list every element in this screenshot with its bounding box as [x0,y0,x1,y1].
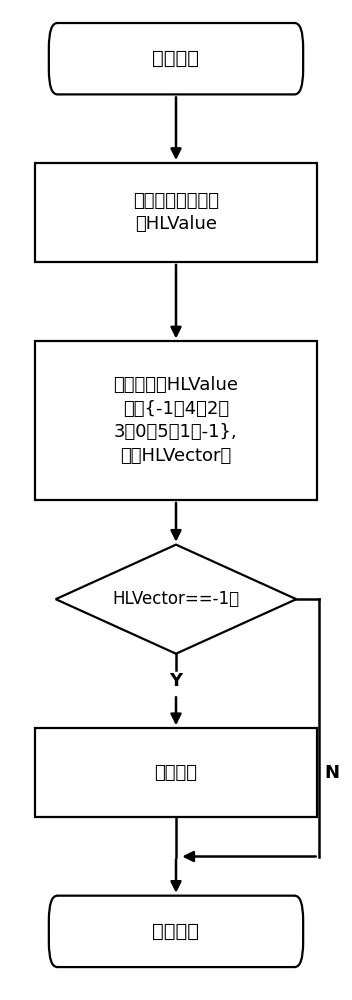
Text: 三级故障: 三级故障 [155,764,197,782]
Text: 系统关断: 系统关断 [152,922,200,941]
Text: 根据端口值HLValue
查表{-1，4，2，
3，0，5，1，-1},
得到HLVector值: 根据端口值HLValue 查表{-1，4，2， 3，0，5，1，-1}, 得到H… [113,376,239,465]
Bar [35,728,317,817]
Text: N: N [325,764,340,782]
FancyBboxPatch shape [49,23,303,94]
Bar [35,341,317,500]
Text: Y: Y [169,672,183,690]
Text: HLVector==-1？: HLVector==-1？ [112,590,240,608]
Text: 读霍尔传感器端口
值HLValue: 读霍尔传感器端口 值HLValue [133,192,219,233]
Polygon shape [56,545,296,654]
FancyBboxPatch shape [49,896,303,967]
Text: 定时查询: 定时查询 [152,49,200,68]
Bar [35,163,317,262]
